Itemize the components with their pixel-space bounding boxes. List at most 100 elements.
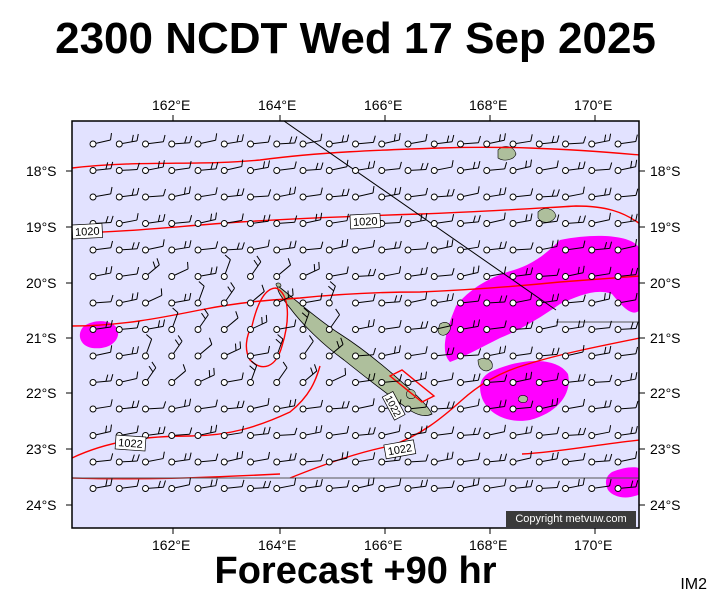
- wind-barb-icon: [378, 345, 401, 360]
- wind-barb-icon: [404, 400, 429, 413]
- wind-barb-icon: [535, 135, 560, 148]
- wind-barb-icon: [588, 241, 613, 254]
- wind-barb-icon: [168, 215, 193, 227]
- wind-barb-icon: [352, 373, 376, 386]
- wind-barb-icon: [194, 241, 219, 254]
- rain-area-southeast: [480, 361, 569, 421]
- wind-barb-icon: [273, 334, 284, 360]
- lat-label-left-22: 22°S: [26, 385, 57, 401]
- wind-barb-icon: [457, 161, 481, 174]
- wind-barb-icon: [115, 267, 140, 280]
- wind-barb-icon: [247, 135, 271, 148]
- wind-barb-icon: [378, 478, 402, 492]
- wind-barb-icon: [430, 188, 455, 201]
- isobar-label-1020-b: 1020: [75, 226, 100, 239]
- wind-barb-icon: [168, 261, 189, 280]
- wind-barb-icon: [562, 265, 585, 280]
- lat-label-right-20: 20°S: [650, 275, 681, 291]
- wind-barb-icon: [614, 159, 638, 174]
- wind-barb-icon: [220, 213, 244, 227]
- wind-barb-icon: [378, 294, 403, 307]
- wind-barb-icon: [247, 360, 258, 386]
- wind-barb-icon: [430, 451, 454, 466]
- wind-barb-icon: [247, 284, 265, 307]
- wind-barb-icon: [352, 135, 376, 148]
- wind-barb-icon: [535, 189, 560, 201]
- wind-barb-icon: [115, 133, 139, 148]
- wind-barb-icon: [614, 372, 638, 386]
- wind-barb-icon: [483, 187, 507, 201]
- isobar-label-1022-a: 1022: [118, 437, 143, 451]
- wind-barb-icon: [325, 213, 349, 227]
- wind-barb-icon: [588, 133, 612, 148]
- wind-barb-icon: [614, 188, 639, 201]
- wind-barb-icon: [220, 372, 244, 386]
- wind-barb-icon: [588, 187, 612, 201]
- wind-barb-icon: [378, 240, 402, 254]
- wind-barb-icon: [299, 479, 323, 492]
- wind-barb-icon: [378, 266, 402, 280]
- wind-barb-icon: [614, 346, 639, 360]
- wind-barb-icon: [588, 212, 611, 227]
- wind-barb-icon: [614, 292, 638, 307]
- wind-barb-icon: [247, 397, 270, 413]
- forecast-time-title: 2300 NCDT Wed 17 Sep 2025: [55, 14, 656, 63]
- wind-barb-icon: [588, 453, 613, 466]
- lon-label-bottom-164: 164°E: [258, 537, 297, 553]
- wind-barb-icon: [168, 161, 192, 174]
- wind-barb-icon: [352, 347, 376, 360]
- wind-barb-icon: [220, 159, 244, 174]
- wind-barb-icon: [404, 479, 429, 492]
- wind-barb-icon: [457, 348, 482, 360]
- wind-barb-icon: [325, 480, 350, 492]
- wind-barb-icon: [115, 371, 139, 386]
- wind-barb-icon: [588, 266, 612, 280]
- wind-barb-icon: [89, 161, 114, 174]
- lon-label-top-170: 170°E: [574, 97, 613, 113]
- wind-barb-icon: [483, 241, 507, 254]
- wind-barb-icon: [247, 451, 271, 466]
- wind-barb-icon: [115, 292, 139, 307]
- wind-barb-icon: [457, 186, 480, 201]
- wind-barb-icon: [509, 371, 533, 386]
- wind-barb-icon: [115, 346, 139, 360]
- wind-barb-icon: [457, 135, 481, 148]
- lat-label-right-21: 21°S: [650, 330, 681, 346]
- lon-label-bottom-168: 168°E: [469, 537, 508, 553]
- wind-barb-icon: [378, 161, 402, 174]
- wind-barb-icon: [404, 241, 429, 254]
- wind-barb-icon: [404, 162, 429, 174]
- lat-label-right-24: 24°S: [650, 497, 681, 513]
- wind-barb-icon: [562, 452, 586, 466]
- wind-barb-icon: [430, 239, 454, 254]
- wind-barb-icon: [325, 238, 349, 254]
- wind-barb-icon: [194, 308, 209, 333]
- rain-area-bottom-right: [605, 467, 639, 498]
- wind-barb-icon: [220, 400, 245, 413]
- wind-barb-icon: [194, 453, 219, 466]
- wind-barb-icon: [457, 477, 480, 492]
- wind-barb-icon: [325, 308, 340, 333]
- rain-area-west: [79, 321, 119, 349]
- wind-barb-icon: [614, 321, 639, 333]
- wind-barb-icon: [509, 213, 533, 227]
- belep-islands: [275, 282, 282, 288]
- wind-barb-icon: [509, 425, 533, 439]
- lon-label-bottom-162: 162°E: [152, 537, 191, 553]
- wind-barb-icon: [325, 367, 347, 386]
- wind-barb-icon: [273, 288, 294, 307]
- wind-barb-icon: [142, 134, 166, 148]
- wind-barb-icon: [588, 320, 612, 333]
- lat-label-left-19: 19°S: [26, 219, 57, 235]
- wind-barb-icon: [89, 320, 113, 333]
- wind-barb-icon: [614, 426, 638, 439]
- wind-barb-icon: [299, 162, 324, 174]
- wind-barb-icon: [220, 242, 245, 254]
- wind-barb-icon: [142, 319, 166, 333]
- wind-barb-icon: [483, 266, 507, 280]
- wind-barb-icon: [535, 318, 559, 333]
- wind-barb-icon: [562, 373, 586, 386]
- wind-barb-icon: [168, 452, 192, 466]
- wind-barb-icon: [352, 293, 376, 307]
